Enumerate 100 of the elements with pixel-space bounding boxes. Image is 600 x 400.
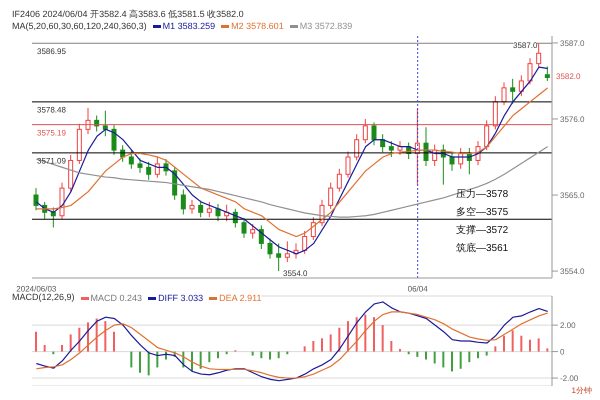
legend-label: DIFF 3.033: [157, 292, 204, 304]
candlestick: [206, 201, 212, 218]
bar: [382, 325, 384, 352]
candlestick: [146, 161, 152, 180]
bar: [312, 341, 314, 352]
bar: [52, 352, 54, 354]
candlestick: [50, 206, 56, 228]
legend-label: M1 3583.259: [162, 20, 216, 32]
candlestick: [242, 217, 246, 238]
bar: [70, 334, 72, 352]
candlestick: [284, 240, 290, 263]
bar: [104, 321, 106, 352]
bar: [503, 336, 505, 352]
annotation: 压力—3578: [456, 188, 508, 202]
bar: [286, 352, 288, 354]
candlestick: [484, 120, 490, 151]
y-tick-label: 3565.0: [560, 190, 586, 200]
bar: [546, 348, 548, 352]
bar: [156, 352, 158, 368]
annotation: 3554.0: [283, 269, 308, 278]
bar: [217, 352, 219, 358]
legend-label: M3 3572.839: [298, 20, 352, 32]
candlestick: [102, 110, 108, 137]
bar: [226, 352, 228, 354]
candlestick: [544, 66, 550, 82]
chart-subtitle: IF2406 2024/06/04 开3582.4 高3583.6 低3581.5 收3582.0: [11, 8, 245, 20]
text: 3582.0: [556, 72, 580, 82]
candlestick: [502, 82, 506, 106]
candlestick: [346, 150, 350, 178]
candlestick: [518, 74, 524, 97]
line-series: [36, 311, 548, 379]
annotation: 3587.0: [513, 40, 538, 50]
bar: [416, 352, 418, 357]
legend-title: MA(5,20,60,30,60,120,240,360,3): [12, 20, 147, 32]
bar: [520, 336, 522, 352]
annotation: 多空—3575: [456, 206, 508, 220]
candlestick: [528, 58, 532, 85]
candlestick: [328, 182, 334, 210]
chart-title: MACD(12,26,9): [12, 292, 75, 304]
y-tick-label: 3576.0: [560, 114, 586, 124]
candlestick: [34, 188, 38, 211]
candlestick: [372, 122, 376, 146]
ref-line-label: 3578.48: [37, 106, 66, 115]
line-series: [36, 301, 548, 382]
candlestick: [362, 118, 368, 144]
y-tick-label: 3587.0: [560, 38, 586, 48]
candlestick: [128, 150, 134, 170]
candlestick: [180, 188, 186, 215]
bar: [260, 352, 262, 358]
annotation: 支撑—3572: [456, 224, 508, 238]
bar: [61, 344, 63, 352]
bar: [451, 352, 453, 372]
x-tick-label: 06/04: [408, 284, 428, 294]
bar: [304, 346, 306, 352]
text: 1分钟: [572, 386, 592, 395]
bar: [35, 332, 37, 352]
candlestick: [190, 199, 194, 214]
bar: [434, 352, 436, 364]
candlestick: [302, 230, 308, 254]
bar: [477, 352, 479, 358]
bar: [269, 352, 271, 360]
bar: [130, 352, 132, 368]
bar: [529, 340, 531, 352]
y-tick-label: 0: [560, 347, 565, 356]
bar: [442, 352, 444, 368]
candlestick: [310, 216, 316, 240]
x-tick-label: 2024/06/03: [16, 284, 57, 294]
candlestick: [258, 224, 264, 250]
bar: [44, 344, 46, 352]
legend-label: M2 3578.601: [230, 20, 284, 32]
bar: [208, 352, 210, 362]
bar: [468, 352, 470, 362]
y-tick-label: 3554.0: [560, 266, 586, 276]
candlestick: [268, 238, 272, 260]
bar: [494, 346, 496, 352]
bar: [486, 352, 488, 356]
bar: [538, 338, 540, 352]
bar: [330, 334, 332, 352]
bar: [139, 352, 141, 373]
line-series: [36, 87, 548, 238]
bar: [78, 328, 80, 352]
legend-label: MACD 0.243: [90, 292, 142, 304]
candlestick: [388, 140, 394, 158]
candlestick: [424, 126, 428, 166]
candlestick: [154, 156, 160, 178]
candlestick: [450, 152, 454, 172]
candlestick: [510, 78, 516, 104]
bar: [373, 317, 375, 352]
bar: [425, 352, 427, 360]
ref-line-label: 3586.95: [37, 46, 66, 56]
candlestick: [250, 224, 256, 240]
candlestick: [138, 158, 142, 174]
y-tick-label: 2.00: [560, 320, 576, 330]
bar: [252, 352, 254, 356]
bar: [321, 338, 323, 352]
candlestick: [276, 242, 282, 272]
candlestick: [216, 204, 220, 222]
legend-label: DEA 2.911: [218, 292, 262, 304]
ref-line-label: 3571.09: [37, 156, 66, 166]
bar: [408, 352, 410, 354]
